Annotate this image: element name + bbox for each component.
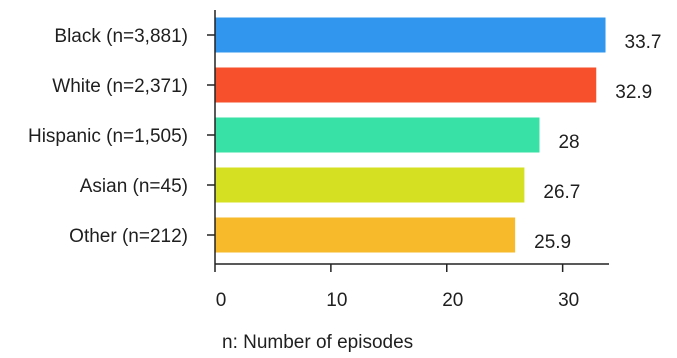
category-label-0: Black (n=3,881) — [54, 26, 188, 47]
bar-1 — [215, 67, 597, 103]
axes: 0 10 20 30 — [207, 10, 609, 311]
category-label-1: White (n=2,371) — [52, 76, 188, 97]
value-label-1: 32.9 — [615, 82, 652, 103]
bar-3 — [215, 167, 525, 203]
bar-2 — [215, 117, 540, 153]
x-tick-label-3: 30 — [558, 290, 579, 311]
category-label-3: Asian (n=45) — [80, 176, 188, 197]
bar-4 — [215, 217, 516, 253]
x-tick-label-1: 10 — [326, 290, 347, 311]
category-label-4: Other (n=212) — [69, 226, 188, 247]
footnote: n: Number of episodes — [222, 332, 414, 353]
value-label-0: 33.7 — [625, 32, 662, 53]
value-labels: 33.7 32.9 28 26.7 25.9 — [534, 32, 661, 253]
category-label-2: Hispanic (n=1,505) — [28, 126, 188, 147]
bars-group — [215, 17, 606, 253]
value-label-4: 25.9 — [534, 232, 571, 253]
x-tick-label-2: 20 — [442, 290, 463, 311]
value-label-3: 26.7 — [543, 182, 580, 203]
category-labels: Black (n=3,881) White (n=2,371) Hispanic (… — [28, 26, 188, 247]
bar-0 — [215, 17, 606, 53]
value-label-2: 28 — [558, 132, 579, 153]
x-tick-label-0: 0 — [216, 290, 227, 311]
